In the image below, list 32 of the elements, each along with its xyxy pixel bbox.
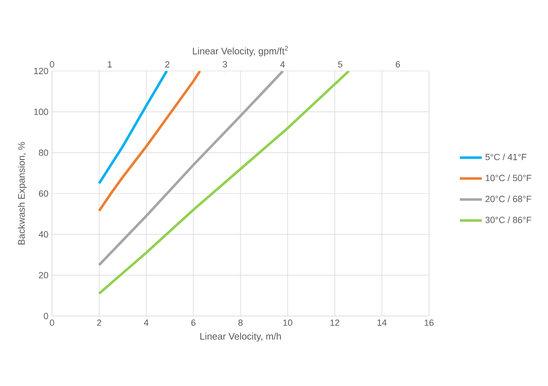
x-tick-label: 10	[283, 320, 292, 326]
legend-label: 30°C / 86°F	[485, 216, 532, 224]
line-series	[98, 70, 350, 295]
x2-tick-label: 5	[338, 61, 342, 68]
x2-tick-label: 3	[222, 61, 228, 68]
legend-label: 10°C / 50°F	[486, 174, 532, 182]
y-tick-label: 100	[34, 108, 48, 116]
y-tick-label: 0	[44, 312, 48, 320]
x-tick-label: 0	[50, 320, 54, 326]
legend-label: 20°C / 68°F	[486, 196, 532, 202]
x2-tick-label: 6	[396, 61, 400, 68]
x-tick-label: 2	[97, 320, 102, 326]
x2-tick-label: 0	[50, 61, 54, 68]
x-tick-label: 14	[378, 320, 387, 326]
x2-tick-label: 1	[108, 61, 112, 68]
y-axis-title: Backwash Expansion, %	[18, 142, 27, 245]
legend-label: 5°C / 41°F	[485, 154, 526, 160]
x-tick-label: 6	[191, 320, 196, 326]
y-tick-label: 60	[38, 190, 48, 197]
y-tick-label: 120	[34, 68, 48, 74]
line-series	[98, 70, 284, 266]
x-tick-label: 4	[144, 320, 148, 326]
x2-axis-title: Linear Velocity, gpm/ft$^{2}$	[192, 46, 288, 56]
y-tick-label: 40	[38, 231, 48, 238]
x2-tick-label: 2	[165, 61, 170, 68]
x-axis-title: Linear Velocity, m/h	[200, 332, 281, 342]
y-tick-label: 80	[38, 149, 48, 156]
x-tick-label: 8	[238, 320, 243, 326]
x-tick-label: 16	[424, 320, 434, 326]
y-tick-label: 20	[38, 272, 48, 278]
x-tick-label: 12	[330, 320, 340, 326]
x2-tick-label: 4	[280, 61, 285, 68]
